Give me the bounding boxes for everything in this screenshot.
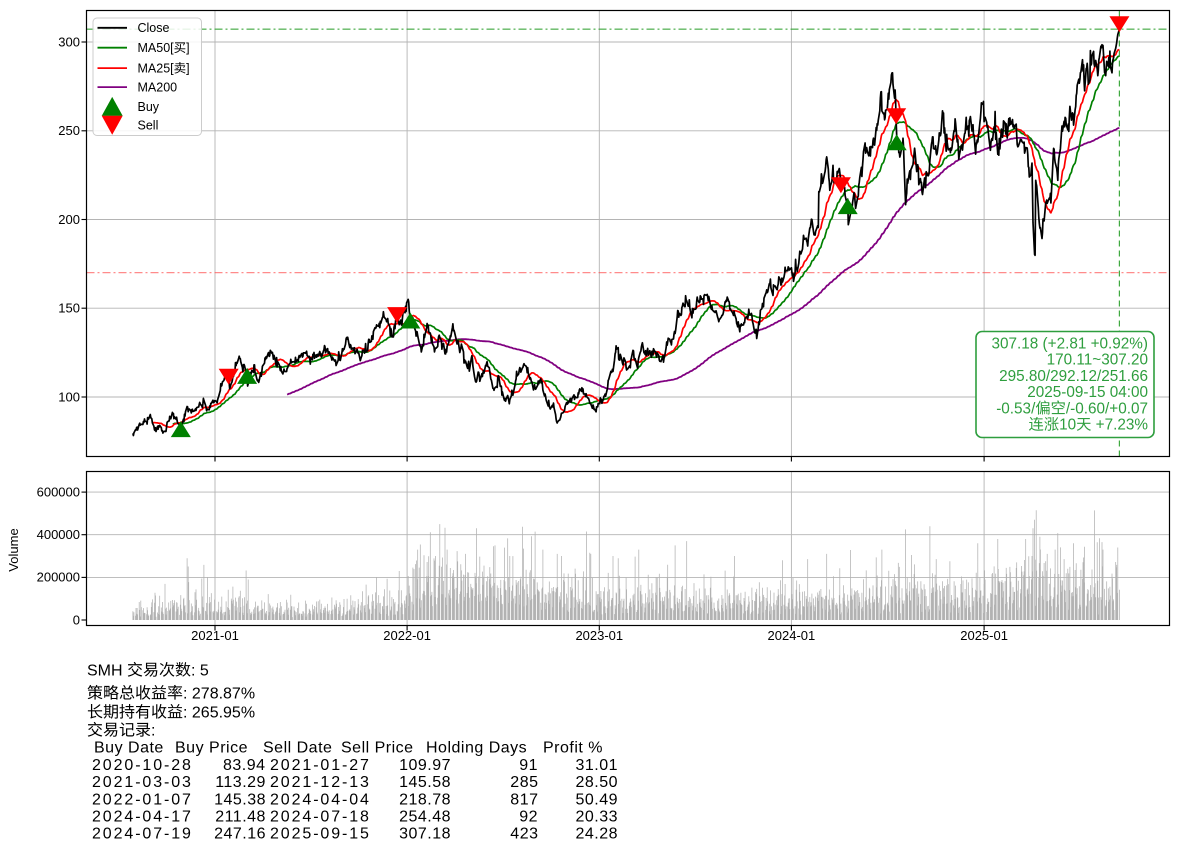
svg-text:-0.53/: -0.53/ xyxy=(996,400,1036,417)
svg-text:145.58: 145.58 xyxy=(399,774,451,791)
svg-text:2021-01-27: 2021-01-27 xyxy=(270,757,371,774)
svg-text:Buy: Buy xyxy=(138,100,160,114)
svg-text:SMH: SMH xyxy=(87,662,123,679)
svg-text:0: 0 xyxy=(73,612,80,627)
svg-text:307.18 (+2.81 +0.92%): 307.18 (+2.81 +0.92%) xyxy=(992,335,1149,352)
svg-text:Sell Date: Sell Date xyxy=(263,740,332,757)
svg-text:83.94: 83.94 xyxy=(223,757,266,774)
svg-text:218.78: 218.78 xyxy=(399,791,451,808)
svg-text:91: 91 xyxy=(519,757,538,774)
svg-text:Volume: Volume xyxy=(6,528,21,571)
svg-text:300: 300 xyxy=(58,34,80,49)
svg-text:250: 250 xyxy=(58,123,80,138)
svg-text:28.50: 28.50 xyxy=(576,774,619,791)
svg-text:Profit %: Profit % xyxy=(543,740,603,757)
svg-text:2024-01: 2024-01 xyxy=(768,628,816,643)
svg-text:2022-01-07: 2022-01-07 xyxy=(92,791,193,808)
svg-text::: : xyxy=(151,722,155,739)
svg-text:92: 92 xyxy=(519,809,538,826)
svg-text:Buy Price: Buy Price xyxy=(175,740,248,757)
svg-text:2021-12-13: 2021-12-13 xyxy=(270,774,371,791)
svg-text:24.28: 24.28 xyxy=(576,826,619,843)
svg-text:150: 150 xyxy=(58,301,80,316)
svg-text:+7.23%: +7.23% xyxy=(1091,417,1148,434)
svg-text:20.33: 20.33 xyxy=(576,809,619,826)
svg-text:295.80/292.12/251.66: 295.80/292.12/251.66 xyxy=(999,368,1148,385)
svg-text:2023-01: 2023-01 xyxy=(575,628,623,643)
svg-text:MA200: MA200 xyxy=(138,81,178,95)
svg-text:2025-01: 2025-01 xyxy=(960,628,1008,643)
svg-text:285: 285 xyxy=(510,774,538,791)
svg-text:Sell: Sell xyxy=(138,119,159,133)
svg-text:307.18: 307.18 xyxy=(399,826,451,843)
svg-text:Buy Date: Buy Date xyxy=(94,740,164,757)
svg-text:2024-04-04: 2024-04-04 xyxy=(270,791,371,808)
svg-text:113.29: 113.29 xyxy=(215,774,266,791)
svg-text:Close: Close xyxy=(138,21,170,35)
svg-text:2024-07-18: 2024-07-18 xyxy=(270,809,371,826)
svg-text:2025-09-15 04:00: 2025-09-15 04:00 xyxy=(1027,384,1148,401)
svg-text:Sell Price: Sell Price xyxy=(341,740,414,757)
svg-text:2020-10-28: 2020-10-28 xyxy=(92,757,193,774)
svg-text:100: 100 xyxy=(58,389,80,404)
svg-text:/-0.60/+0.07: /-0.60/+0.07 xyxy=(1066,400,1148,417)
svg-text:: 278.87%: : 278.87% xyxy=(183,685,255,702)
svg-text:2021-01: 2021-01 xyxy=(191,628,239,643)
svg-text:400000: 400000 xyxy=(37,527,80,542)
svg-text:254.48: 254.48 xyxy=(399,809,451,826)
svg-text:MA25[: MA25[ xyxy=(138,62,175,76)
svg-text:2024-07-19: 2024-07-19 xyxy=(92,826,193,843)
svg-text:2025-09-15: 2025-09-15 xyxy=(270,826,371,843)
svg-text:817: 817 xyxy=(510,791,538,808)
svg-text:200: 200 xyxy=(58,212,80,227)
svg-text:: 265.95%: : 265.95% xyxy=(183,704,255,721)
svg-text:423: 423 xyxy=(510,826,538,843)
svg-text:109.97: 109.97 xyxy=(399,757,451,774)
svg-text:247.16: 247.16 xyxy=(214,826,266,843)
svg-text:2022-01: 2022-01 xyxy=(383,628,431,643)
svg-text:145.38: 145.38 xyxy=(214,791,266,808)
svg-text:]: ] xyxy=(186,41,189,55)
svg-text:10: 10 xyxy=(1059,417,1076,434)
svg-text:: 5: : 5 xyxy=(191,662,209,679)
svg-text:MA50[: MA50[ xyxy=(138,41,175,55)
svg-text:31.01: 31.01 xyxy=(576,757,619,774)
svg-text:2024-04-17: 2024-04-17 xyxy=(92,809,193,826)
svg-text:600000: 600000 xyxy=(37,484,80,499)
svg-text:50.49: 50.49 xyxy=(576,791,619,808)
svg-text:200000: 200000 xyxy=(37,570,80,585)
svg-text:2021-03-03: 2021-03-03 xyxy=(92,774,193,791)
svg-text:211.48: 211.48 xyxy=(215,809,266,826)
svg-text:]: ] xyxy=(186,62,189,76)
svg-text:170.11~307.20: 170.11~307.20 xyxy=(1047,352,1148,369)
svg-text:Holding Days: Holding Days xyxy=(426,740,527,757)
